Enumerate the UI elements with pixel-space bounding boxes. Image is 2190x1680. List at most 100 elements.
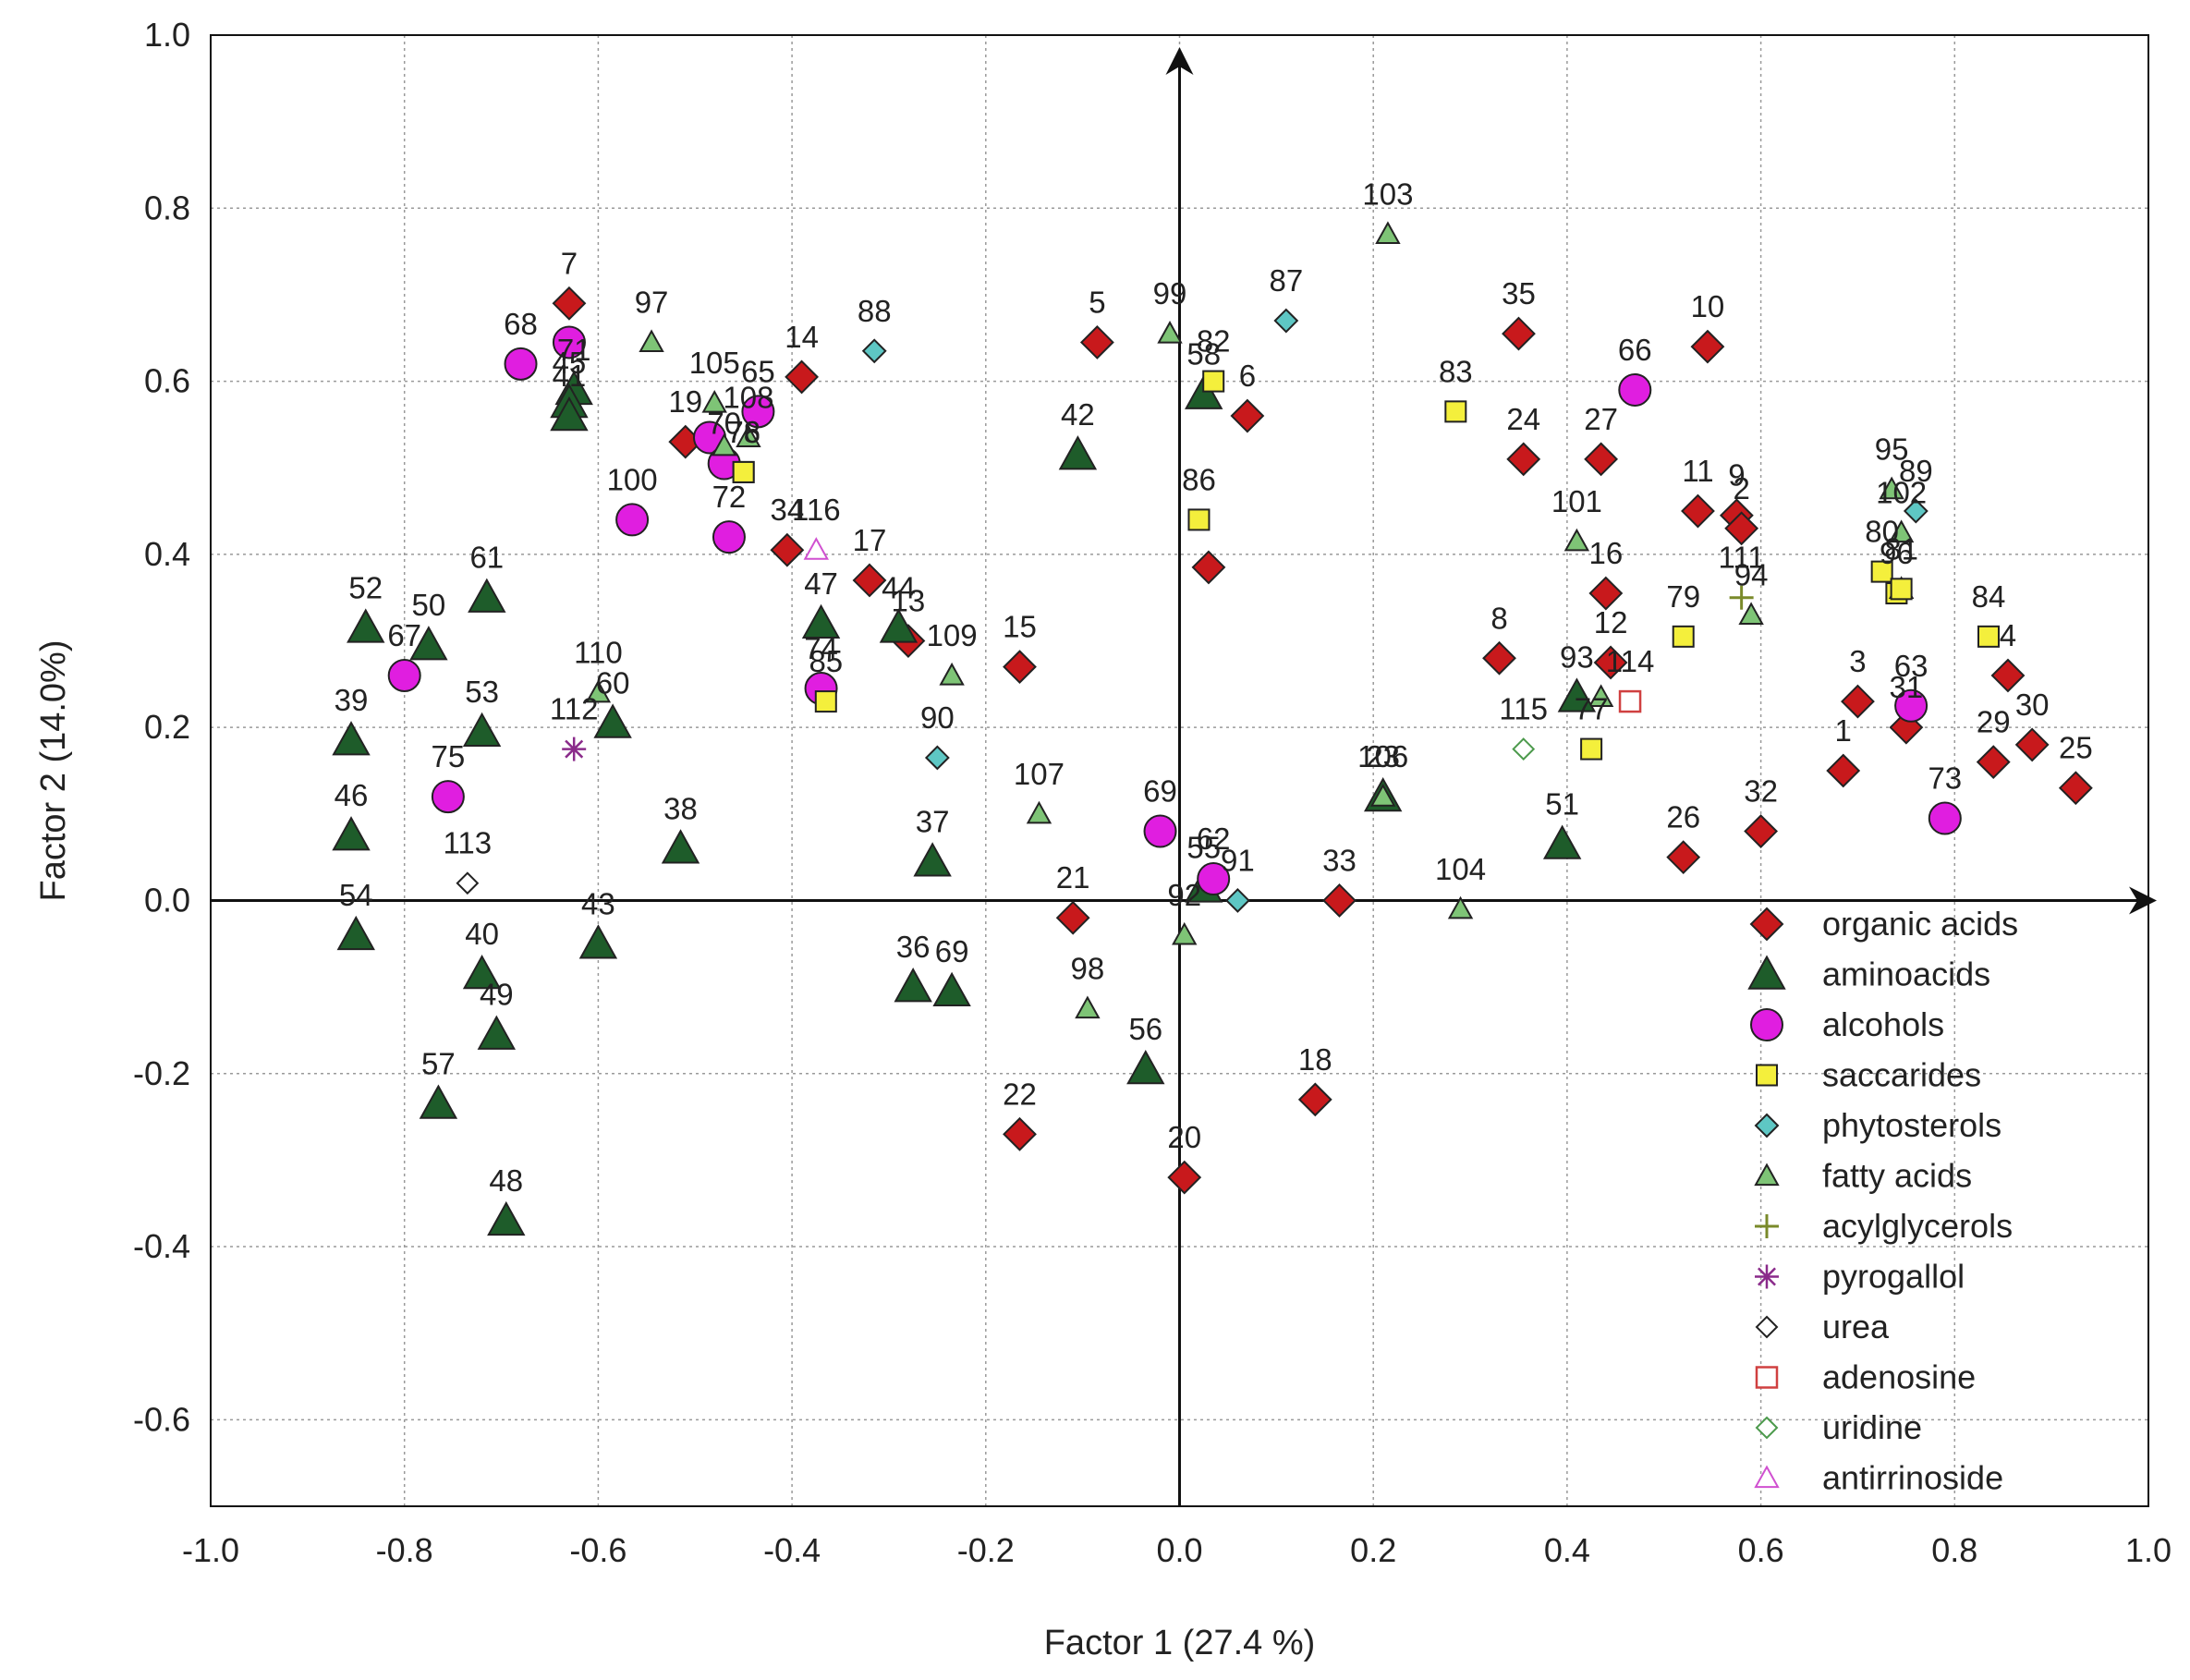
point-label: 33 [1322, 843, 1357, 877]
data-point [462, 712, 502, 748]
point-label: 63 [1894, 649, 1928, 683]
factor-axes [211, 47, 2157, 1506]
point-label: 52 [348, 570, 383, 604]
legend-label: acylglycerols [1822, 1207, 2013, 1245]
data-point [1841, 684, 1875, 719]
data-point [332, 816, 371, 851]
data-point [1672, 625, 1695, 648]
point-label: 17 [853, 523, 887, 557]
point-label: 67 [387, 618, 421, 652]
point-label: 51 [1545, 787, 1579, 822]
point-label: 71 [557, 333, 591, 367]
data-point [1230, 398, 1265, 433]
legend-label: urea [1822, 1308, 1890, 1345]
point-label: 110 [574, 636, 623, 670]
data-point [1888, 519, 1915, 543]
legend-label: adenosine [1822, 1358, 1976, 1396]
data-point [1079, 325, 1114, 359]
legend-marker [1750, 1008, 1783, 1041]
data-point [2014, 727, 2050, 762]
point-label: 2 [1733, 471, 1749, 505]
data-point [1157, 321, 1183, 344]
data-point [701, 389, 727, 413]
point-label: 49 [480, 978, 514, 1012]
point-label: 88 [858, 294, 892, 328]
point-label: 84 [1972, 579, 2006, 614]
data-point [814, 690, 837, 713]
data-point [1369, 784, 1396, 807]
data-point [741, 395, 775, 429]
data-point [504, 347, 538, 381]
point-label: 109 [927, 618, 978, 652]
data-point [1977, 625, 2000, 648]
data-point [770, 532, 805, 567]
point-label: 23 [1366, 739, 1400, 773]
data-point [1990, 658, 2026, 693]
data-point [1375, 221, 1401, 244]
data-point [387, 658, 421, 692]
point-label: 36 [896, 930, 931, 964]
data-point [1542, 824, 1582, 859]
data-point [1058, 435, 1098, 470]
data-point [550, 396, 589, 432]
x-axis-title: Factor 1 (27.4 %) [1044, 1624, 1316, 1662]
point-label: 94 [1734, 557, 1769, 591]
x-tick-label: 0.6 [1738, 1531, 1784, 1569]
data-point [1826, 753, 1861, 788]
point-label: 70 [707, 407, 741, 441]
data-point [578, 924, 618, 959]
data-point [712, 520, 746, 554]
data-point [1075, 995, 1101, 1019]
data-point [1584, 442, 1619, 477]
point-label: 44 [882, 570, 916, 604]
point-label: 100 [607, 462, 658, 496]
data-point [1126, 1050, 1165, 1085]
point-label: 80 [1865, 515, 1899, 549]
data-point [852, 563, 887, 598]
point-label: 22 [1003, 1077, 1037, 1111]
point-label: 40 [465, 917, 499, 951]
data-point [1197, 862, 1231, 896]
legend-marker [1754, 1113, 1780, 1138]
x-tick-label: 0.0 [1156, 1531, 1202, 1569]
data-point [1482, 640, 1516, 676]
point-label: 103 [1362, 177, 1413, 211]
point-label: 61 [469, 541, 504, 575]
data-point [1681, 493, 1715, 529]
x-tick-label: -0.2 [957, 1531, 1015, 1569]
legend-label: phytosterols [1822, 1106, 2001, 1144]
data-point [801, 603, 841, 639]
data-point [1729, 585, 1754, 610]
point-label: 31 [1890, 670, 1924, 704]
data-point [1167, 1160, 1202, 1195]
point-label: 3 [1849, 644, 1866, 678]
y-tick-label: 1.0 [144, 16, 190, 54]
data-point [736, 424, 761, 448]
point-label: 96 [1880, 536, 1914, 570]
point-label: 12 [1594, 605, 1628, 639]
legend-label: organic acids [1822, 905, 2018, 943]
y-tick-label: -0.4 [133, 1227, 190, 1265]
point-label: 29 [1977, 705, 2011, 739]
y-tick-label: -0.2 [133, 1054, 190, 1092]
data-point [431, 780, 465, 814]
data-point [1879, 476, 1904, 500]
legend-marker [1754, 1465, 1780, 1489]
point-label: 6 [1239, 359, 1256, 393]
point-label: 60 [596, 665, 630, 700]
tick-labels: -1.0 -0.8 -0.6 -0.4 -0.2 0.0 0.2 0.4 0.6 0.8 1.0 1.… [133, 16, 2172, 1569]
point-label: 16 [1588, 536, 1623, 570]
data-point [1202, 370, 1225, 393]
data-point [1588, 684, 1614, 707]
marker-stroke [565, 739, 584, 759]
legend-marker [1755, 1264, 1779, 1289]
point-label: 41 [553, 359, 587, 393]
data-point [1563, 528, 1590, 552]
data-point [1618, 372, 1652, 407]
data-point [1928, 801, 1962, 835]
data-point [1444, 400, 1467, 423]
point-label: 13 [892, 584, 926, 618]
data-point [1557, 677, 1597, 712]
point-label: 58 [1186, 337, 1221, 371]
